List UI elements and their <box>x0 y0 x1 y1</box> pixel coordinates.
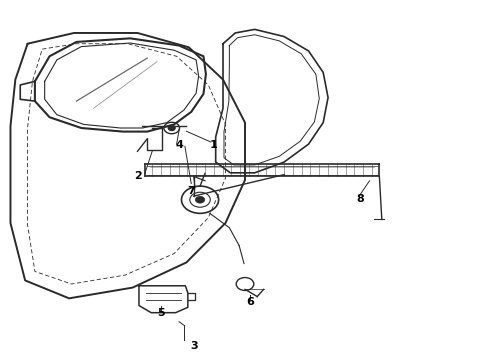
Text: 6: 6 <box>246 297 254 307</box>
Text: 2: 2 <box>134 171 142 181</box>
Text: 7: 7 <box>187 186 195 196</box>
Text: 3: 3 <box>190 341 197 351</box>
Text: 8: 8 <box>356 194 364 204</box>
Text: 5: 5 <box>157 309 165 318</box>
Text: 4: 4 <box>175 140 183 150</box>
Circle shape <box>196 196 205 203</box>
Circle shape <box>168 126 175 131</box>
Text: 1: 1 <box>209 140 217 150</box>
